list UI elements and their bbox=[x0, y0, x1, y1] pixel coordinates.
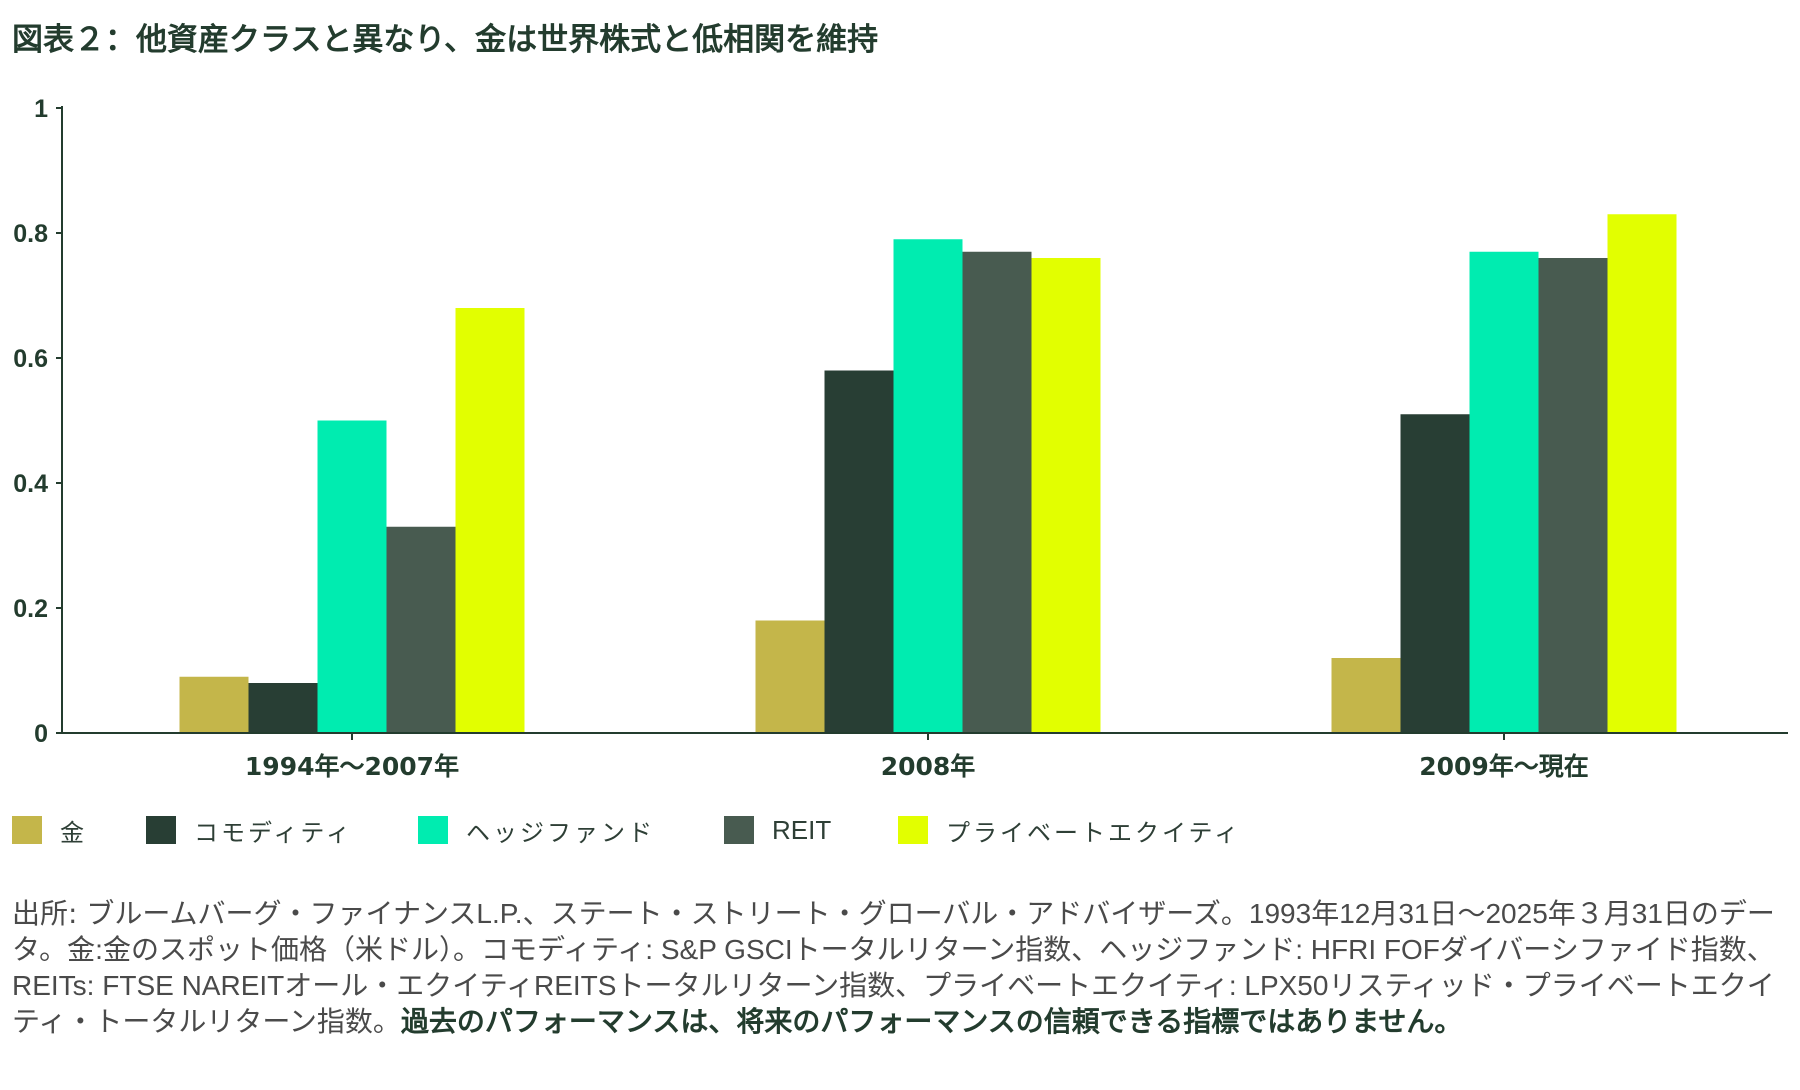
legend: 金 コモディティ ヘッジファンド REIT プライベートエクイティ bbox=[12, 812, 1792, 848]
y-tick-label-1: 0.2 bbox=[13, 595, 48, 623]
legend-item-private-equity: プライベートエクイティ bbox=[898, 812, 1241, 848]
bar-0-1 bbox=[248, 683, 318, 733]
chart-title: 図表２：他資産クラスと異なり、金は世界株式と低相関を維持 bbox=[12, 22, 879, 58]
legend-label-reit: REIT bbox=[772, 814, 832, 845]
source-text: ブルームバーグ・ファイナンスL.P.、ステート・ストリート・グローバル・アドバイ… bbox=[12, 898, 1775, 1037]
legend-swatch-hedge-fund bbox=[418, 816, 448, 844]
bar-2-1 bbox=[1400, 414, 1470, 733]
bar-2-3 bbox=[1538, 258, 1608, 733]
legend-swatch-private-equity bbox=[898, 816, 928, 844]
legend-label-private-equity: プライベートエクイティ bbox=[946, 818, 1242, 847]
bar-0-4 bbox=[455, 308, 525, 733]
bar-1-3 bbox=[962, 251, 1032, 733]
y-tick-label-2: 0.4 bbox=[13, 470, 48, 498]
source-label: 出所: bbox=[12, 897, 87, 930]
bar-2-2 bbox=[1469, 251, 1539, 733]
bar-0-0 bbox=[179, 676, 249, 733]
legend-item-gold: 金 bbox=[12, 812, 87, 848]
bar-chart: 0 0.2 0.4 0.6 0.8 1 1994年〜2007年 2008年 2009年〜現在 bbox=[13, 95, 1788, 781]
legend-label-hedge-fund: ヘッジファンド bbox=[466, 818, 655, 847]
legend-label-commodity: コモディティ bbox=[194, 818, 353, 847]
legend-item-hedge-fund: ヘッジファンド bbox=[418, 812, 655, 848]
legend-swatch-gold bbox=[12, 816, 42, 844]
y-tick-label-4: 0.8 bbox=[13, 220, 48, 248]
y-tick-label-0: 0 bbox=[34, 720, 48, 748]
legend-item-reit: REIT bbox=[724, 812, 831, 848]
disclaimer: 過去のパフォーマンスは、将来のパフォーマンスの信頼できる指標ではありません。 bbox=[400, 1005, 1463, 1038]
legend-item-commodity: コモディティ bbox=[146, 812, 353, 848]
x-tick-label-2: 2009年〜現在 bbox=[1419, 752, 1589, 781]
y-tick-label-5: 1 bbox=[34, 95, 48, 123]
bar-1-0 bbox=[755, 620, 825, 733]
bar-2-0 bbox=[1331, 658, 1401, 733]
x-tick-label-0: 1994年〜2007年 bbox=[245, 752, 459, 781]
legend-swatch-commodity bbox=[146, 816, 176, 844]
source-note: 出所: ブルームバーグ・ファイナンスL.P.、ステート・ストリート・グローバル・… bbox=[12, 896, 1788, 1040]
bar-1-1 bbox=[824, 370, 894, 733]
legend-label-gold: 金 bbox=[60, 818, 87, 847]
y-tick-label-3: 0.6 bbox=[13, 345, 48, 373]
legend-swatch-reit bbox=[724, 816, 754, 844]
bar-0-2 bbox=[317, 420, 387, 733]
bar-1-4 bbox=[1031, 258, 1101, 733]
bar-1-2 bbox=[893, 239, 963, 733]
x-tick-label-1: 2008年 bbox=[881, 752, 976, 781]
bar-0-3 bbox=[386, 526, 456, 733]
bar-2-4 bbox=[1607, 214, 1677, 733]
